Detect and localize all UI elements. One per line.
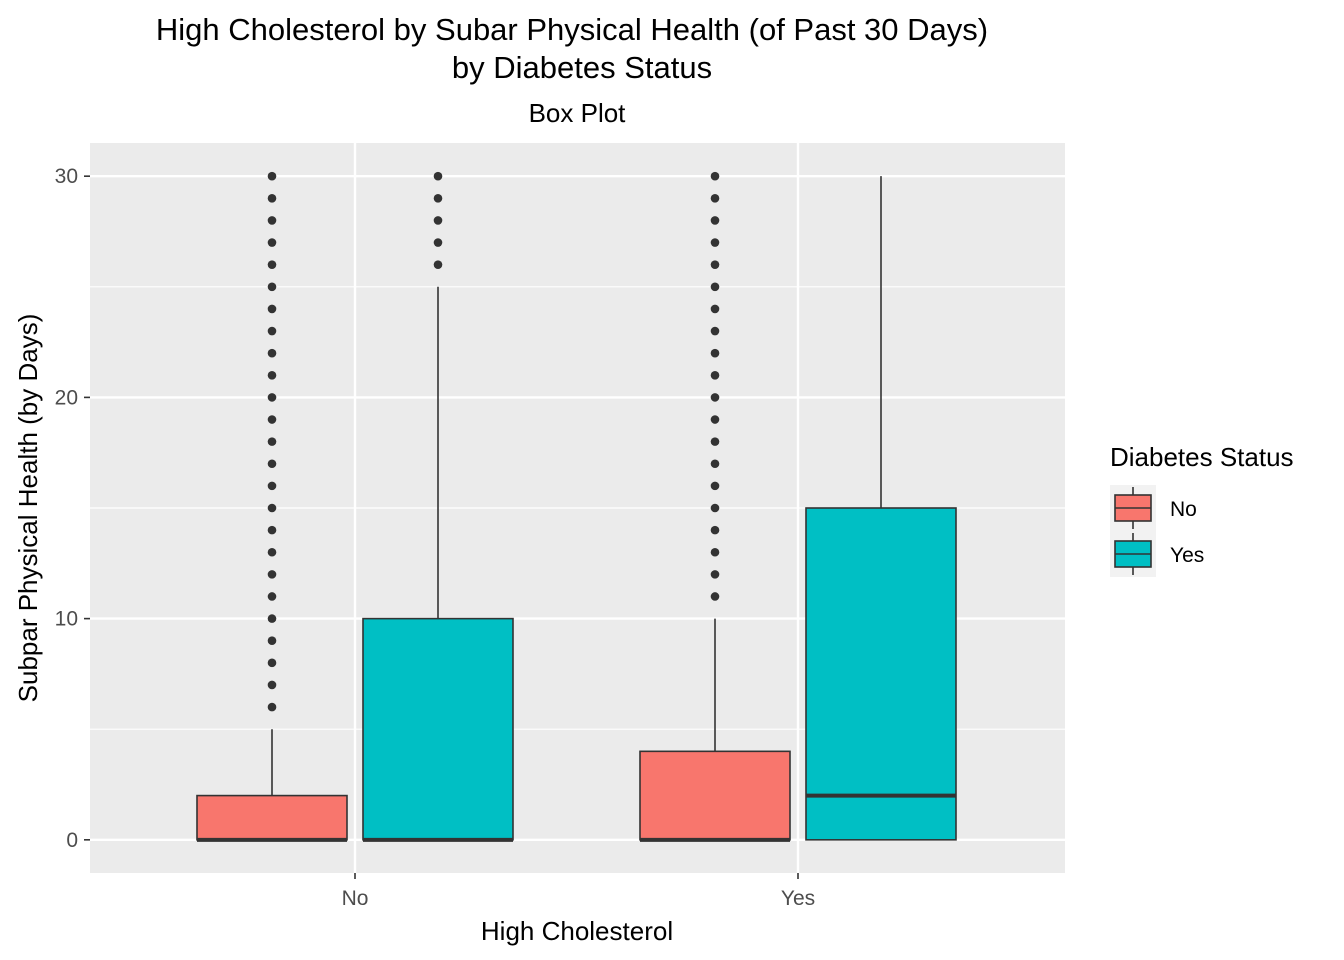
box-body	[196, 794, 348, 841]
outlier-point	[267, 437, 277, 446]
y-tick-label: 0	[66, 829, 78, 852]
outlier-point	[267, 282, 277, 292]
box-yes-no	[362, 171, 514, 842]
outlier-point	[267, 592, 277, 601]
outlier-point	[267, 547, 277, 557]
outlier-point	[267, 636, 277, 646]
box-yes-yes	[805, 176, 957, 841]
outlier-point	[710, 592, 720, 601]
outlier-point	[267, 525, 277, 535]
outlier-point	[710, 415, 720, 424]
y-tick-label: 30	[55, 165, 78, 188]
outlier-point	[710, 348, 720, 358]
outlier-point	[267, 503, 277, 513]
outlier-point	[710, 547, 720, 557]
outlier-point	[267, 194, 277, 203]
outlier-point	[267, 370, 277, 380]
axes: 0 10 20 30 No Yes	[55, 165, 815, 910]
box-no-yes	[639, 171, 791, 842]
outlier-point	[710, 393, 720, 402]
chart-title-line2: by Diabetes Status	[452, 50, 712, 85]
x-axis-title: High Cholesterol	[481, 916, 673, 946]
outlier-point	[267, 614, 277, 623]
outlier-point	[433, 194, 443, 203]
outlier-point	[710, 459, 720, 469]
y-tick-label: 20	[55, 386, 78, 409]
x-tick-label: No	[342, 887, 369, 910]
outlier-point	[267, 171, 277, 181]
outlier-point	[433, 238, 443, 247]
outlier-point	[710, 238, 720, 247]
outlier-point	[267, 393, 277, 402]
outlier-point	[267, 481, 277, 491]
legend-label-no: No	[1170, 498, 1197, 521]
box-no-no	[196, 171, 348, 842]
outlier-point	[267, 570, 277, 579]
outlier-point	[267, 216, 277, 225]
outlier-point	[710, 437, 720, 446]
chart-subtitle: Box Plot	[529, 98, 627, 128]
outlier-point	[267, 415, 277, 424]
outlier-point	[433, 216, 443, 225]
outlier-point	[267, 260, 277, 269]
legend: Diabetes Status No Yes	[1110, 442, 1294, 577]
box-body	[362, 617, 514, 841]
outlier-point	[267, 326, 277, 336]
outlier-point	[433, 171, 443, 181]
outlier-point	[267, 348, 277, 358]
box-body	[805, 507, 957, 841]
outlier-point	[267, 459, 277, 469]
outlier-point	[710, 525, 720, 535]
outlier-point	[267, 238, 277, 247]
outlier-point	[710, 304, 720, 314]
outlier-point	[710, 260, 720, 269]
outlier-point	[710, 503, 720, 513]
outlier-point	[710, 326, 720, 336]
box-body	[639, 750, 791, 841]
outlier-point	[710, 481, 720, 491]
plot-marks	[196, 171, 957, 842]
outlier-point	[710, 570, 720, 579]
outlier-point	[267, 680, 277, 690]
outlier-point	[710, 282, 720, 292]
outlier-point	[267, 658, 277, 668]
y-tick-label: 10	[55, 608, 78, 631]
legend-label-yes: Yes	[1170, 544, 1204, 567]
outlier-point	[710, 171, 720, 181]
chart-title-line1: High Cholesterol by Subar Physical Healt…	[156, 12, 988, 47]
outlier-point	[710, 216, 720, 225]
x-tick-label: Yes	[781, 887, 815, 910]
y-axis-title: Subpar Physical Health (by Days)	[13, 314, 43, 703]
outlier-point	[267, 304, 277, 314]
outlier-point	[710, 194, 720, 203]
legend-title: Diabetes Status	[1110, 442, 1294, 472]
outlier-point	[267, 702, 277, 712]
outlier-point	[433, 260, 443, 269]
outlier-point	[710, 370, 720, 380]
